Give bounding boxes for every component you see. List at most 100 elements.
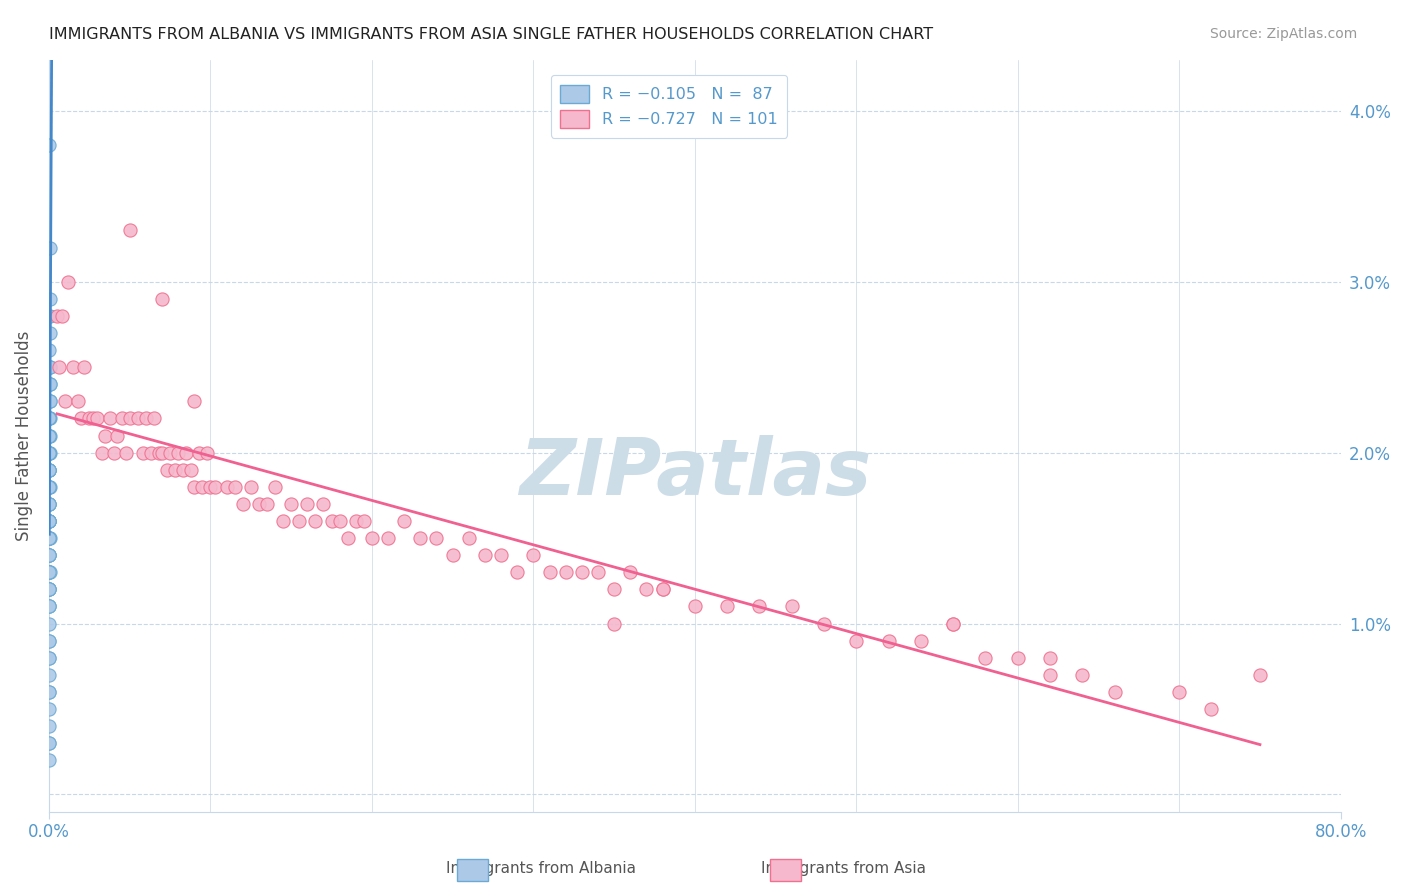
Point [150, 445, 173, 459]
Point [603, 616, 626, 631]
Point [38, 548, 60, 562]
Point [974, 650, 997, 665]
Point [271, 514, 294, 528]
Point [489, 548, 512, 562]
Point [38, 411, 60, 425]
Point [1071, 668, 1094, 682]
Point [39, 292, 62, 306]
Point [38, 480, 60, 494]
Point [38, 411, 60, 425]
Point [38, 633, 60, 648]
Point [183, 480, 205, 494]
Point [142, 411, 165, 425]
Point [38, 428, 60, 442]
Point [183, 394, 205, 409]
Point [38, 736, 60, 750]
Point [38, 480, 60, 494]
Point [910, 633, 932, 648]
Point [127, 411, 149, 425]
Point [159, 445, 181, 459]
Text: Immigrants from Albania: Immigrants from Albania [446, 861, 637, 876]
Point [38, 548, 60, 562]
Point [38, 377, 60, 392]
Point [38, 309, 60, 323]
Point [38, 463, 60, 477]
Point [38, 463, 60, 477]
Point [336, 531, 359, 545]
Point [38, 566, 60, 580]
Point [38, 531, 60, 545]
Point [38, 514, 60, 528]
Point [38, 531, 60, 545]
Point [603, 582, 626, 597]
Point [288, 514, 311, 528]
Point [38, 616, 60, 631]
Point [51, 309, 73, 323]
Legend: R = −0.105   N =  87, R = −0.727   N = 101: R = −0.105 N = 87, R = −0.727 N = 101 [551, 75, 787, 137]
Point [39, 360, 62, 375]
Point [522, 548, 544, 562]
Point [38, 428, 60, 442]
Point [39, 394, 62, 409]
Point [200, 480, 222, 494]
Y-axis label: Single Father Households: Single Father Households [15, 330, 32, 541]
Point [38, 633, 60, 648]
Point [232, 497, 254, 511]
Point [38, 514, 60, 528]
Text: Immigrants from Asia: Immigrants from Asia [761, 861, 927, 876]
Point [425, 531, 447, 545]
Point [38, 377, 60, 392]
Point [38, 582, 60, 597]
Point [586, 566, 609, 580]
Text: ZIPatlas: ZIPatlas [519, 435, 870, 511]
Point [329, 514, 352, 528]
Point [38, 241, 60, 255]
Point [1168, 685, 1191, 699]
Point [38, 480, 60, 494]
Point [38, 650, 60, 665]
Point [353, 514, 375, 528]
Point [148, 445, 170, 459]
Point [91, 445, 114, 459]
Point [53, 394, 76, 409]
Point [377, 531, 399, 545]
Point [38, 514, 60, 528]
Point [58, 275, 80, 289]
Point [38, 463, 60, 477]
Point [38, 377, 60, 392]
Point [62, 360, 84, 375]
Point [264, 480, 287, 494]
Point [38, 428, 60, 442]
Point [538, 566, 561, 580]
Point [174, 445, 197, 459]
Point [38, 394, 60, 409]
Point [46, 309, 69, 323]
Point [813, 616, 835, 631]
Point [38, 377, 60, 392]
Point [1249, 668, 1271, 682]
Point [506, 566, 529, 580]
Point [361, 531, 384, 545]
Point [38, 497, 60, 511]
Point [554, 566, 576, 580]
Point [38, 566, 60, 580]
Point [651, 582, 673, 597]
Point [38, 411, 60, 425]
Point [636, 582, 658, 597]
Point [38, 599, 60, 614]
Point [38, 394, 60, 409]
Point [942, 616, 965, 631]
Point [38, 650, 60, 665]
Point [70, 411, 93, 425]
Point [38, 445, 60, 459]
Point [38, 753, 60, 767]
Point [172, 463, 194, 477]
Point [131, 445, 153, 459]
Point [111, 411, 134, 425]
Point [38, 480, 60, 494]
Point [38, 548, 60, 562]
Point [48, 360, 70, 375]
Point [38, 497, 60, 511]
Point [38, 411, 60, 425]
Point [38, 445, 60, 459]
